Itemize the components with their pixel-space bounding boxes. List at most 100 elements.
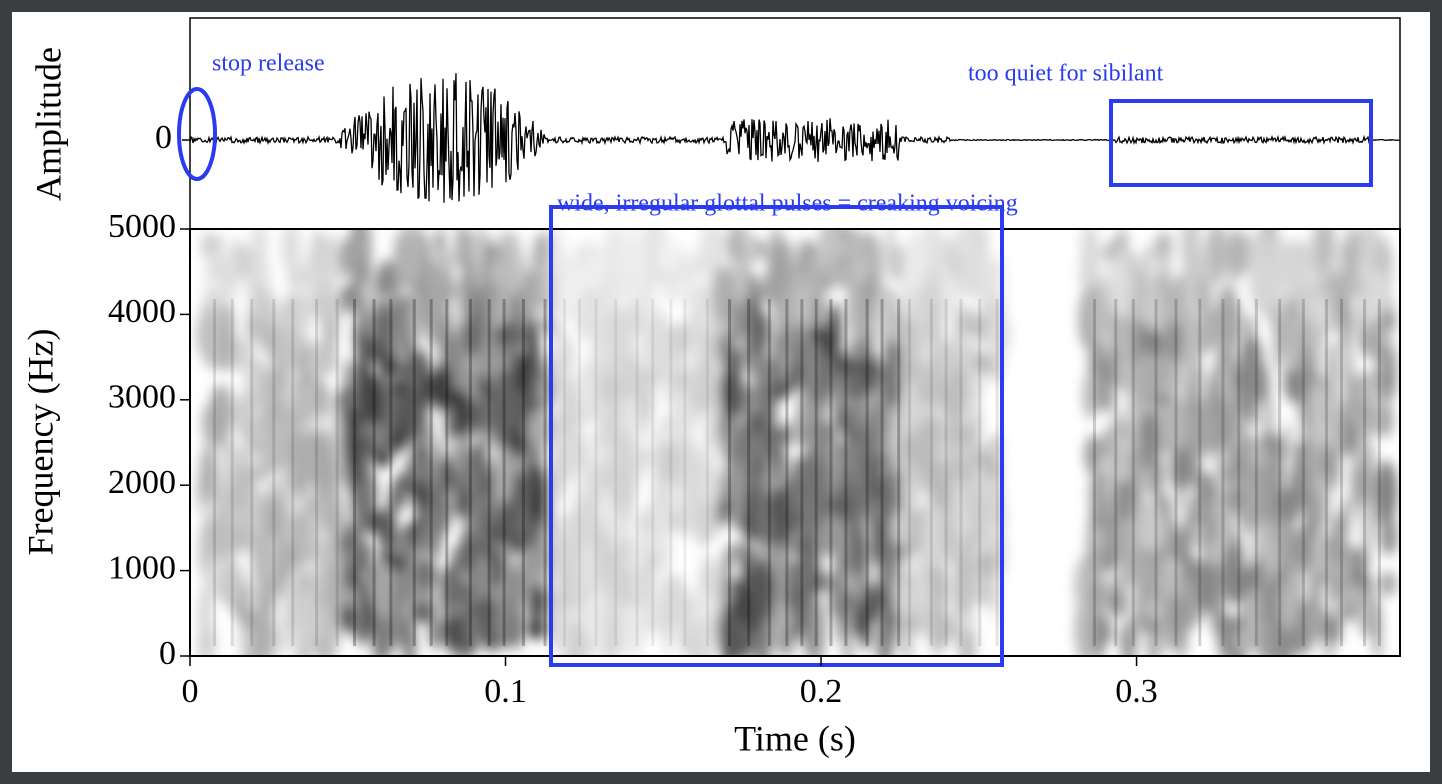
- texture: [579, 285, 602, 336]
- texture: [335, 299, 339, 646]
- texture: [1283, 420, 1294, 458]
- texture: [315, 299, 319, 646]
- texture: [516, 502, 531, 540]
- texture: [311, 229, 326, 259]
- texture: [1320, 229, 1336, 269]
- texture: [1378, 402, 1394, 438]
- texture: [249, 479, 262, 535]
- texture: [722, 549, 731, 597]
- texture: [1314, 523, 1327, 578]
- texture: [239, 502, 248, 529]
- texture: [490, 377, 515, 445]
- texture: [1198, 299, 1202, 646]
- texture: [1148, 450, 1165, 499]
- texture: [1162, 518, 1179, 558]
- texture: [1182, 550, 1196, 588]
- texture: [599, 270, 620, 312]
- texture: [859, 603, 871, 651]
- texture: [251, 281, 263, 320]
- texture: [1326, 612, 1342, 646]
- y-axis-title: Frequency (Hz): [20, 329, 60, 556]
- texture: [408, 286, 422, 348]
- texture: [1323, 308, 1340, 334]
- texture: [565, 263, 579, 319]
- texture: [1363, 299, 1367, 646]
- x-tick-label: 0.3: [1115, 673, 1158, 710]
- texture: [803, 444, 815, 500]
- texture: [1079, 603, 1093, 656]
- texture: [1093, 299, 1096, 646]
- texture: [425, 503, 439, 557]
- texture: [971, 406, 981, 440]
- texture: [820, 421, 838, 453]
- texture: [1380, 516, 1398, 556]
- texture: [800, 337, 820, 400]
- texture: [1250, 517, 1270, 554]
- texture: [1344, 376, 1363, 428]
- texture: [906, 376, 920, 436]
- y-tick-label: 0: [159, 635, 176, 672]
- texture: [1251, 459, 1266, 527]
- texture: [460, 580, 474, 622]
- texture: [1280, 511, 1295, 579]
- texture: [952, 609, 964, 644]
- waveform: [189, 73, 1401, 203]
- texture: [419, 264, 435, 286]
- texture: [978, 256, 995, 303]
- texture: [878, 472, 893, 542]
- texture: [1301, 299, 1305, 646]
- highlight: [1109, 99, 1373, 187]
- x-tick-label: 0: [182, 673, 199, 710]
- texture: [1115, 522, 1139, 571]
- y-axis-title: Amplitude: [28, 47, 68, 201]
- texture: [876, 283, 892, 347]
- texture: [472, 235, 483, 290]
- texture: [310, 431, 335, 494]
- texture: [705, 299, 709, 646]
- texture: [1254, 299, 1258, 646]
- texture: [725, 321, 745, 345]
- texture: [853, 425, 875, 459]
- texture: [669, 299, 673, 646]
- texture: [659, 232, 676, 275]
- texture: [830, 493, 854, 520]
- texture: [718, 603, 742, 656]
- texture: [250, 299, 254, 646]
- texture: [733, 251, 747, 305]
- texture: [671, 321, 685, 364]
- texture: [788, 360, 803, 388]
- y-tick-label: 3000: [108, 379, 176, 416]
- texture: [846, 272, 864, 339]
- texture: [1142, 328, 1165, 359]
- texture: [1273, 237, 1289, 288]
- texture: [205, 431, 214, 500]
- texture: [897, 299, 901, 646]
- texture: [915, 422, 935, 478]
- annotation: wide, irregular glottal pulses = creakin…: [557, 191, 1018, 217]
- texture: [610, 307, 629, 360]
- texture: [885, 229, 895, 268]
- texture: [922, 229, 943, 276]
- texture: [1109, 251, 1133, 319]
- texture: [1141, 244, 1154, 282]
- texture: [773, 508, 790, 547]
- texture: [811, 289, 820, 326]
- y-tick-label: 0: [155, 119, 172, 156]
- annotation: too quiet for sibilant: [968, 61, 1164, 87]
- texture: [750, 558, 775, 623]
- texture: [400, 386, 424, 441]
- texture: [242, 339, 257, 382]
- texture: [821, 255, 842, 282]
- texture: [651, 491, 661, 518]
- texture: [445, 299, 449, 646]
- texture: [684, 449, 707, 512]
- texture: [487, 299, 491, 646]
- texture: [880, 299, 884, 646]
- texture: [614, 449, 636, 518]
- texture: [229, 233, 239, 299]
- texture: [610, 509, 625, 545]
- texture: [977, 552, 998, 580]
- texture: [440, 571, 460, 615]
- texture: [1341, 292, 1350, 361]
- texture: [479, 417, 488, 482]
